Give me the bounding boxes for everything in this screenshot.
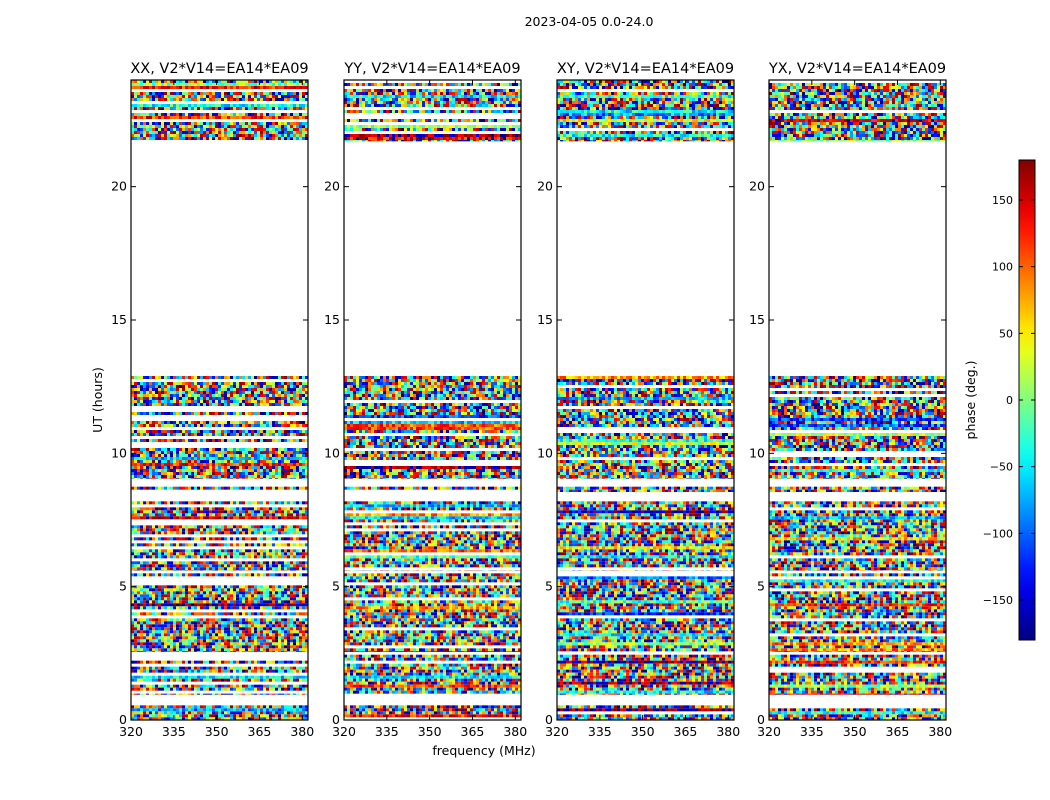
x-tick-label: 380 (290, 724, 314, 739)
x-tick-label: 335 (375, 724, 399, 739)
x-tick-label: 350 (418, 724, 442, 739)
panel-title-yx: YX, V2*V14=EA14*EA09 (768, 61, 946, 77)
figure: 2023-04-05 0.0-24.0 XX, V2*V14=EA14*EA09… (0, 0, 1050, 800)
x-tick-label: 365 (886, 724, 910, 739)
y-tick-label: 15 (537, 312, 553, 327)
x-tick-label: 350 (631, 724, 655, 739)
heatmap-cells (344, 83, 521, 717)
y-tick-label: 0 (757, 712, 765, 727)
colorbar-tick-label: −150 (983, 594, 1013, 607)
x-tick-label: 365 (248, 724, 272, 739)
x-tick-label: 365 (674, 724, 698, 739)
colorbar-tick-label: 100 (992, 261, 1013, 274)
y-tick-label: 10 (537, 445, 553, 460)
x-tick-label: 380 (716, 724, 740, 739)
colorbar-tick-label: 150 (992, 194, 1013, 207)
y-tick-label: 10 (324, 445, 340, 460)
y-tick-label: 20 (537, 179, 553, 194)
x-tick-label: 350 (205, 724, 229, 739)
x-tick-label: 380 (928, 724, 952, 739)
x-tick-label: 335 (800, 724, 824, 739)
colorbar: 150 100 50 0 −50 −100 −150 (983, 160, 1035, 640)
y-tick-label: 5 (332, 579, 340, 594)
y-tick-label: 15 (111, 312, 127, 327)
heatmap-cells (557, 80, 734, 720)
colorbar-tick-label: 0 (1006, 394, 1013, 407)
y-tick-label: 5 (119, 579, 127, 594)
heatmap-cells (769, 83, 946, 720)
y-tick-label: 0 (332, 712, 340, 727)
y-tick-label: 20 (111, 179, 127, 194)
y-tick-label: 15 (749, 312, 765, 327)
y-tick-label: 5 (757, 579, 765, 594)
colorbar-tick-label: 50 (999, 327, 1013, 340)
panel-title-xy: XY, V2*V14=EA14*EA09 (557, 61, 734, 77)
heatmap-cells (131, 80, 308, 720)
x-tick-label: 335 (162, 724, 186, 739)
x-tick-label: 350 (843, 724, 867, 739)
panel-title-yy: YY, V2*V14=EA14*EA09 (343, 61, 520, 77)
y-tick-label: 20 (324, 179, 340, 194)
y-tick-label: 0 (545, 712, 553, 727)
y-tick-label: 20 (749, 179, 765, 194)
colorbar-label: phase (deg.) (963, 361, 978, 440)
y-axis-label: UT (hours) (90, 367, 105, 433)
y-tick-label: 10 (111, 445, 127, 460)
y-tick-label: 10 (749, 445, 765, 460)
x-tick-label: 380 (503, 724, 527, 739)
y-tick-label: 0 (119, 712, 127, 727)
x-tick-label: 335 (588, 724, 612, 739)
y-tick-label: 15 (324, 312, 340, 327)
x-axis-label: frequency (MHz) (432, 743, 535, 758)
colorbar-tick-label: −100 (983, 527, 1013, 540)
figure-title: 2023-04-05 0.0-24.0 (525, 14, 654, 29)
y-tick-label: 5 (545, 579, 553, 594)
colorbar-tick-label: −50 (990, 461, 1013, 474)
panel-title-xx: XX, V2*V14=EA14*EA09 (130, 61, 308, 77)
x-tick-label: 365 (461, 724, 485, 739)
